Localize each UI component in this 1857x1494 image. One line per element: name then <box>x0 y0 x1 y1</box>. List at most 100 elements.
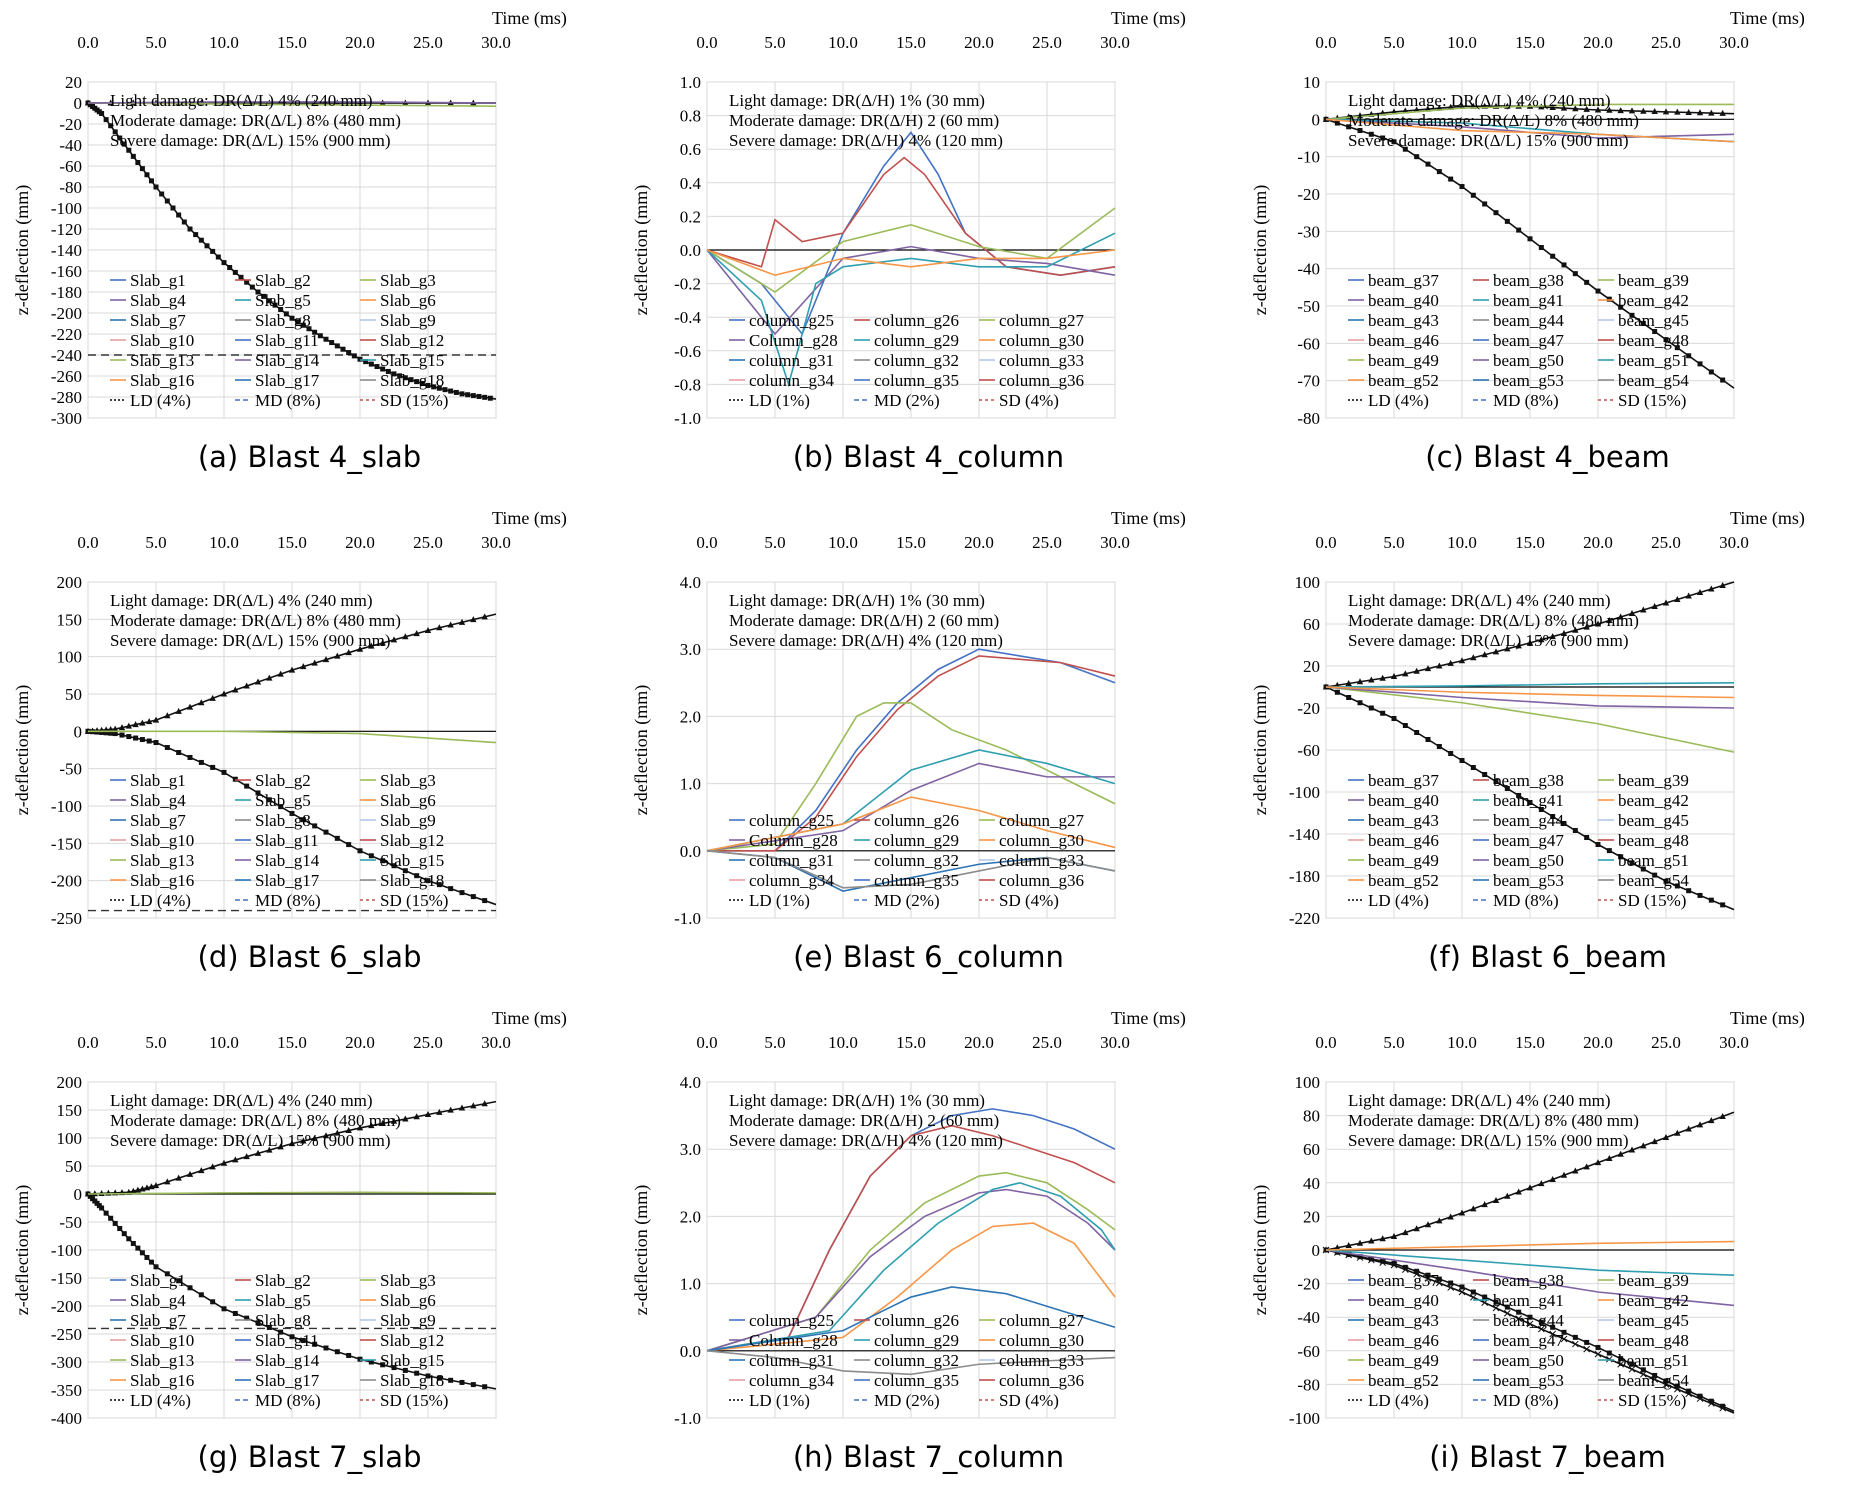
series-marker <box>1662 108 1670 115</box>
legend-label: SD (15%) <box>1618 391 1686 410</box>
y-tick-label: -220 <box>51 325 82 344</box>
series-marker <box>1663 1378 1669 1384</box>
y-tick-label: 4.0 <box>680 1073 701 1092</box>
series-marker <box>198 699 205 706</box>
y-tick-label: -200 <box>51 1297 82 1316</box>
x-tick-label: 10.0 <box>1447 33 1477 52</box>
y-tick-label: 0.0 <box>680 241 701 260</box>
legend-label: beam_g42 <box>1618 791 1689 810</box>
series-line <box>1325 118 1735 143</box>
series-marker <box>164 745 170 751</box>
series-marker <box>1414 1268 1420 1274</box>
y-tick-label: -180 <box>51 283 82 302</box>
chart-svg: 0.0 5.0 10.0 15.0 20.0 25.0 30.0 10 0 -10 -20 -30 -4… <box>1250 8 1805 428</box>
damage-note: Severe damage: DR(Δ/H) 4% (120 mm) <box>729 1131 1003 1150</box>
series-marker <box>1663 337 1669 343</box>
y-tick-label: -70 <box>1297 372 1320 391</box>
y-tick-label: -40 <box>1297 260 1320 279</box>
legend-label: beam_g49 <box>1368 1351 1439 1370</box>
legend-label: Slab_g17 <box>255 1371 320 1390</box>
legend-label: column_g29 <box>874 331 959 350</box>
legend-label: SD (15%) <box>380 391 448 410</box>
x-axis-title: Time (ms) <box>492 1008 567 1029</box>
damage-note: Moderate damage: DR(Δ/L) 8% (480 mm) <box>1348 111 1639 130</box>
series-line <box>706 1124 1116 1352</box>
series-marker <box>1504 218 1510 224</box>
series-marker <box>132 721 139 728</box>
y-tick-label: 50 <box>65 685 82 704</box>
series-marker <box>1560 104 1568 111</box>
series-marker <box>363 359 369 365</box>
x-tick-label: 10.0 <box>1447 1033 1477 1052</box>
series-marker <box>204 243 210 249</box>
series-marker <box>126 1236 132 1242</box>
legend-label: SD (15%) <box>380 1391 448 1410</box>
legend-label: beam_g52 <box>1368 1371 1439 1390</box>
series-marker <box>146 718 153 725</box>
y-tick-label: -140 <box>1289 825 1320 844</box>
series-marker <box>323 1345 329 1351</box>
series-marker <box>1594 106 1602 113</box>
series-marker <box>1560 1335 1568 1343</box>
series-marker <box>1459 184 1465 190</box>
series-marker <box>1708 109 1715 116</box>
x-tick-label: 25.0 <box>413 33 443 52</box>
legend-label: MD (8%) <box>1493 391 1559 410</box>
series-marker <box>1584 835 1590 840</box>
series-marker <box>1458 102 1466 109</box>
series-marker <box>1686 1388 1692 1394</box>
series-marker <box>1595 288 1601 294</box>
series-marker <box>1550 814 1556 819</box>
series-marker <box>368 642 375 649</box>
y-tick-label: 0 <box>74 1185 83 1204</box>
series-marker <box>481 613 488 620</box>
x-tick-label: 5.0 <box>145 1033 166 1052</box>
series-marker <box>99 729 105 735</box>
series-marker <box>1346 695 1352 700</box>
series-marker <box>351 353 357 359</box>
series-marker <box>289 315 295 321</box>
series-marker <box>255 790 261 796</box>
series-marker <box>1413 1270 1421 1278</box>
series-marker <box>1561 262 1567 268</box>
series-marker <box>278 307 284 312</box>
legend-label: Column_g28 <box>749 331 838 350</box>
y-tick-label: -120 <box>51 220 82 239</box>
legend-label: beam_g37 <box>1368 771 1439 790</box>
series-marker <box>130 1240 136 1246</box>
series-marker <box>1402 146 1408 152</box>
y-tick-label: -60 <box>1297 334 1320 353</box>
y-tick-label: -1.0 <box>674 409 701 428</box>
series-marker <box>447 1106 454 1113</box>
x-tick-label: 25.0 <box>1651 533 1681 552</box>
series-marker <box>436 1108 443 1115</box>
series-marker <box>1707 1400 1715 1407</box>
damage-note: Severe damage: DR(Δ/H) 4% (120 mm) <box>729 131 1003 150</box>
legend-label: column_g32 <box>874 351 959 370</box>
series-marker <box>288 666 296 673</box>
series-marker <box>244 783 250 789</box>
series-marker <box>198 237 204 243</box>
legend-label: LD (1%) <box>749 1391 810 1410</box>
series-line <box>1325 686 1735 709</box>
series-marker <box>99 111 105 116</box>
legend-label: column_g29 <box>874 1331 959 1350</box>
series-marker <box>1346 124 1352 130</box>
y-tick-label: 100 <box>1295 573 1321 592</box>
x-tick-label: 25.0 <box>1032 33 1062 52</box>
legend-label: beam_g39 <box>1618 1271 1689 1290</box>
series-marker <box>288 1140 296 1147</box>
series-marker <box>470 393 476 399</box>
x-tick-label: 10.0 <box>828 33 858 52</box>
series-marker <box>1674 1383 1680 1389</box>
chart-panel: 0.0 5.0 10.0 15.0 20.0 25.0 30.0 10 0 -10 -20 -30 -4… <box>1238 0 1857 494</box>
legend-label: beam_g44 <box>1493 1311 1564 1330</box>
legend-label: LD (4%) <box>130 891 191 910</box>
series-marker <box>1708 897 1714 903</box>
series-line <box>706 1188 1116 1352</box>
x-axis-title: Time (ms) <box>1730 8 1805 29</box>
series-marker <box>1368 676 1375 683</box>
series-marker <box>1651 603 1658 609</box>
legend-label: beam_g50 <box>1493 1351 1564 1370</box>
series-marker <box>126 147 132 153</box>
